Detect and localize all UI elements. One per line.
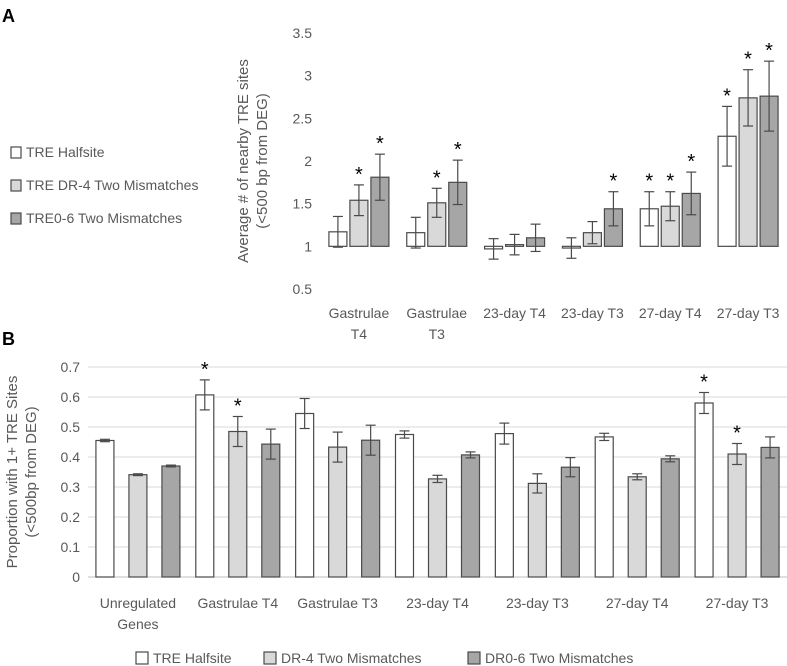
sig-marker-a-0-2: *	[376, 133, 384, 155]
x-tick-label-b-5-0: 27-day T4	[606, 595, 669, 611]
y-tick-label-a-5: 3	[304, 68, 312, 84]
y-tick-label-a-3: 2	[304, 153, 312, 169]
bar-b-5-0	[594, 436, 614, 578]
x-tick-label-a-2-0: 23-day T4	[483, 305, 546, 321]
legend-b-swatch-1	[263, 651, 277, 665]
x-tick-label-a-0-1: T4	[351, 326, 368, 342]
y-axis-title-a-1: (<500 bp from DEG)	[254, 93, 271, 228]
bar-b-5-1	[627, 476, 647, 578]
bar-b-4-2	[560, 466, 580, 578]
sig-marker-a-5-0: *	[723, 85, 731, 107]
y-tick-label-a-0: 0.5	[293, 281, 313, 297]
y-axis-title-b-0: Proportion with 1+ TRE Sites	[4, 376, 21, 569]
x-tick-label-a-4-0: 27-day T4	[639, 305, 702, 321]
x-tick-label-a-1-1: T3	[429, 326, 446, 342]
x-tick-label-b-0-0: Unregulated	[100, 595, 176, 611]
panel-a-label: A	[2, 6, 15, 26]
chart-b: 0 0.1 0.2 0.3 0.4 0.5 0.6 0.7 Proportion with 1+…	[4, 359, 787, 632]
sig-marker-a-4-2: *	[687, 151, 695, 173]
bar-b-4-0	[494, 433, 514, 578]
sig-marker-b-6-0: *	[700, 372, 708, 394]
x-tick-label-b-3-0: 23-day T4	[406, 595, 469, 611]
legend-b-label-1: DR-4 Two Mismatches	[281, 650, 422, 666]
x-tick-label-b-1-0: Gastrulae T4	[197, 595, 278, 611]
y-tick-label-a-1: 1	[304, 238, 312, 254]
x-tick-label-a-1-0: Gastrulae	[406, 305, 467, 321]
legend-a-label-1: TRE DR-4 Two Mismatches	[26, 177, 198, 193]
legend-a-swatch-0	[10, 146, 22, 159]
legend-a-swatch-1	[10, 179, 22, 192]
panel-b-label: B	[2, 329, 15, 349]
y-tick-label-a-2: 1.5	[293, 196, 313, 212]
bar-b-1-0	[195, 394, 215, 578]
y-tick-label-b-1: 0.1	[61, 539, 81, 555]
legend-b-swatch-2	[467, 651, 481, 665]
sig-marker-a-5-1: *	[744, 49, 752, 71]
bar-b-6-0	[694, 402, 714, 578]
y-tick-label-b-4: 0.4	[61, 449, 81, 465]
sig-marker-a-3-2: *	[610, 171, 618, 193]
bar-b-1-1	[228, 430, 248, 578]
bar-b-3-1	[427, 478, 448, 578]
bar-b-2-1	[328, 446, 348, 578]
bar-b-1-2	[261, 443, 281, 578]
bar-b-0-1	[128, 474, 148, 578]
bar-b-4-1	[527, 482, 547, 578]
x-tick-label-b-4-0: 23-day T3	[506, 595, 569, 611]
legend-a-swatch-2	[10, 212, 22, 225]
sig-marker-b-6-1: *	[733, 423, 741, 445]
sig-marker-a-5-2: *	[765, 40, 773, 62]
legend-b: TRE Halfsite DR-4 Two Mismatches DR0-6 Two…	[135, 650, 633, 666]
y-tick-label-b-2: 0.2	[61, 509, 81, 525]
sig-marker-a-0-1: *	[355, 164, 363, 186]
x-tick-label-b-6-0: 27-day T3	[706, 595, 769, 611]
bar-b-2-2	[361, 439, 381, 578]
legend-b-label-2: DR0-6 Two Mismatches	[485, 650, 633, 666]
sig-marker-a-1-2: *	[454, 139, 462, 161]
legend-b-label-0: TRE Halfsite	[153, 650, 232, 666]
sig-marker-a-1-1: *	[433, 167, 441, 189]
x-tick-label-b-0-1: Genes	[117, 616, 158, 632]
y-tick-label-b-5: 0.5	[61, 419, 81, 435]
bar-b-6-1	[727, 453, 747, 578]
bar-b-0-0	[95, 439, 115, 578]
chart-a: 0.5 1 1.5 2 2.5 3 3.5 Average # of nearby TRE s…	[235, 25, 780, 342]
y-tick-label-b-3: 0.3	[61, 479, 81, 495]
sig-marker-b-1-0: *	[201, 359, 209, 381]
y-tick-label-b-7: 0.7	[61, 359, 81, 375]
bar-b-6-2	[760, 446, 780, 578]
y-axis-title-a-0: Average # of nearby TRE sites	[235, 59, 252, 263]
sig-marker-a-4-1: *	[666, 171, 674, 193]
x-tick-label-a-5-0: 27-day T3	[717, 305, 780, 321]
sig-marker-a-4-0: *	[645, 171, 653, 193]
y-tick-label-b-0: 0	[72, 569, 80, 585]
legend-a-label-2: TRE0-6 Two Mismatches	[26, 210, 182, 226]
legend-b-swatch-0	[135, 651, 149, 665]
bar-b-3-0	[394, 433, 415, 578]
legend-a-label-0: TRE Halfsite	[26, 144, 105, 160]
bar-b-2-0	[295, 412, 315, 578]
sig-marker-b-1-1: *	[234, 396, 242, 418]
x-tick-label-a-3-0: 23-day T3	[561, 305, 624, 321]
legend-a: TRE Halfsite TRE DR-4 Two Mismatches TRE0-…	[10, 144, 198, 226]
bar-b-5-2	[660, 458, 680, 578]
bar-b-3-2	[460, 454, 481, 578]
bar-b-0-2	[161, 465, 181, 578]
y-tick-label-a-6: 3.5	[293, 25, 313, 41]
y-tick-label-b-6: 0.6	[61, 389, 81, 405]
x-tick-label-a-0-0: Gastrulae	[329, 305, 390, 321]
y-axis-title-b-1: (<500bp from DEG)	[23, 406, 40, 537]
x-tick-label-b-2-0: Gastrulae T3	[297, 595, 378, 611]
y-tick-label-a-4: 2.5	[293, 110, 313, 126]
